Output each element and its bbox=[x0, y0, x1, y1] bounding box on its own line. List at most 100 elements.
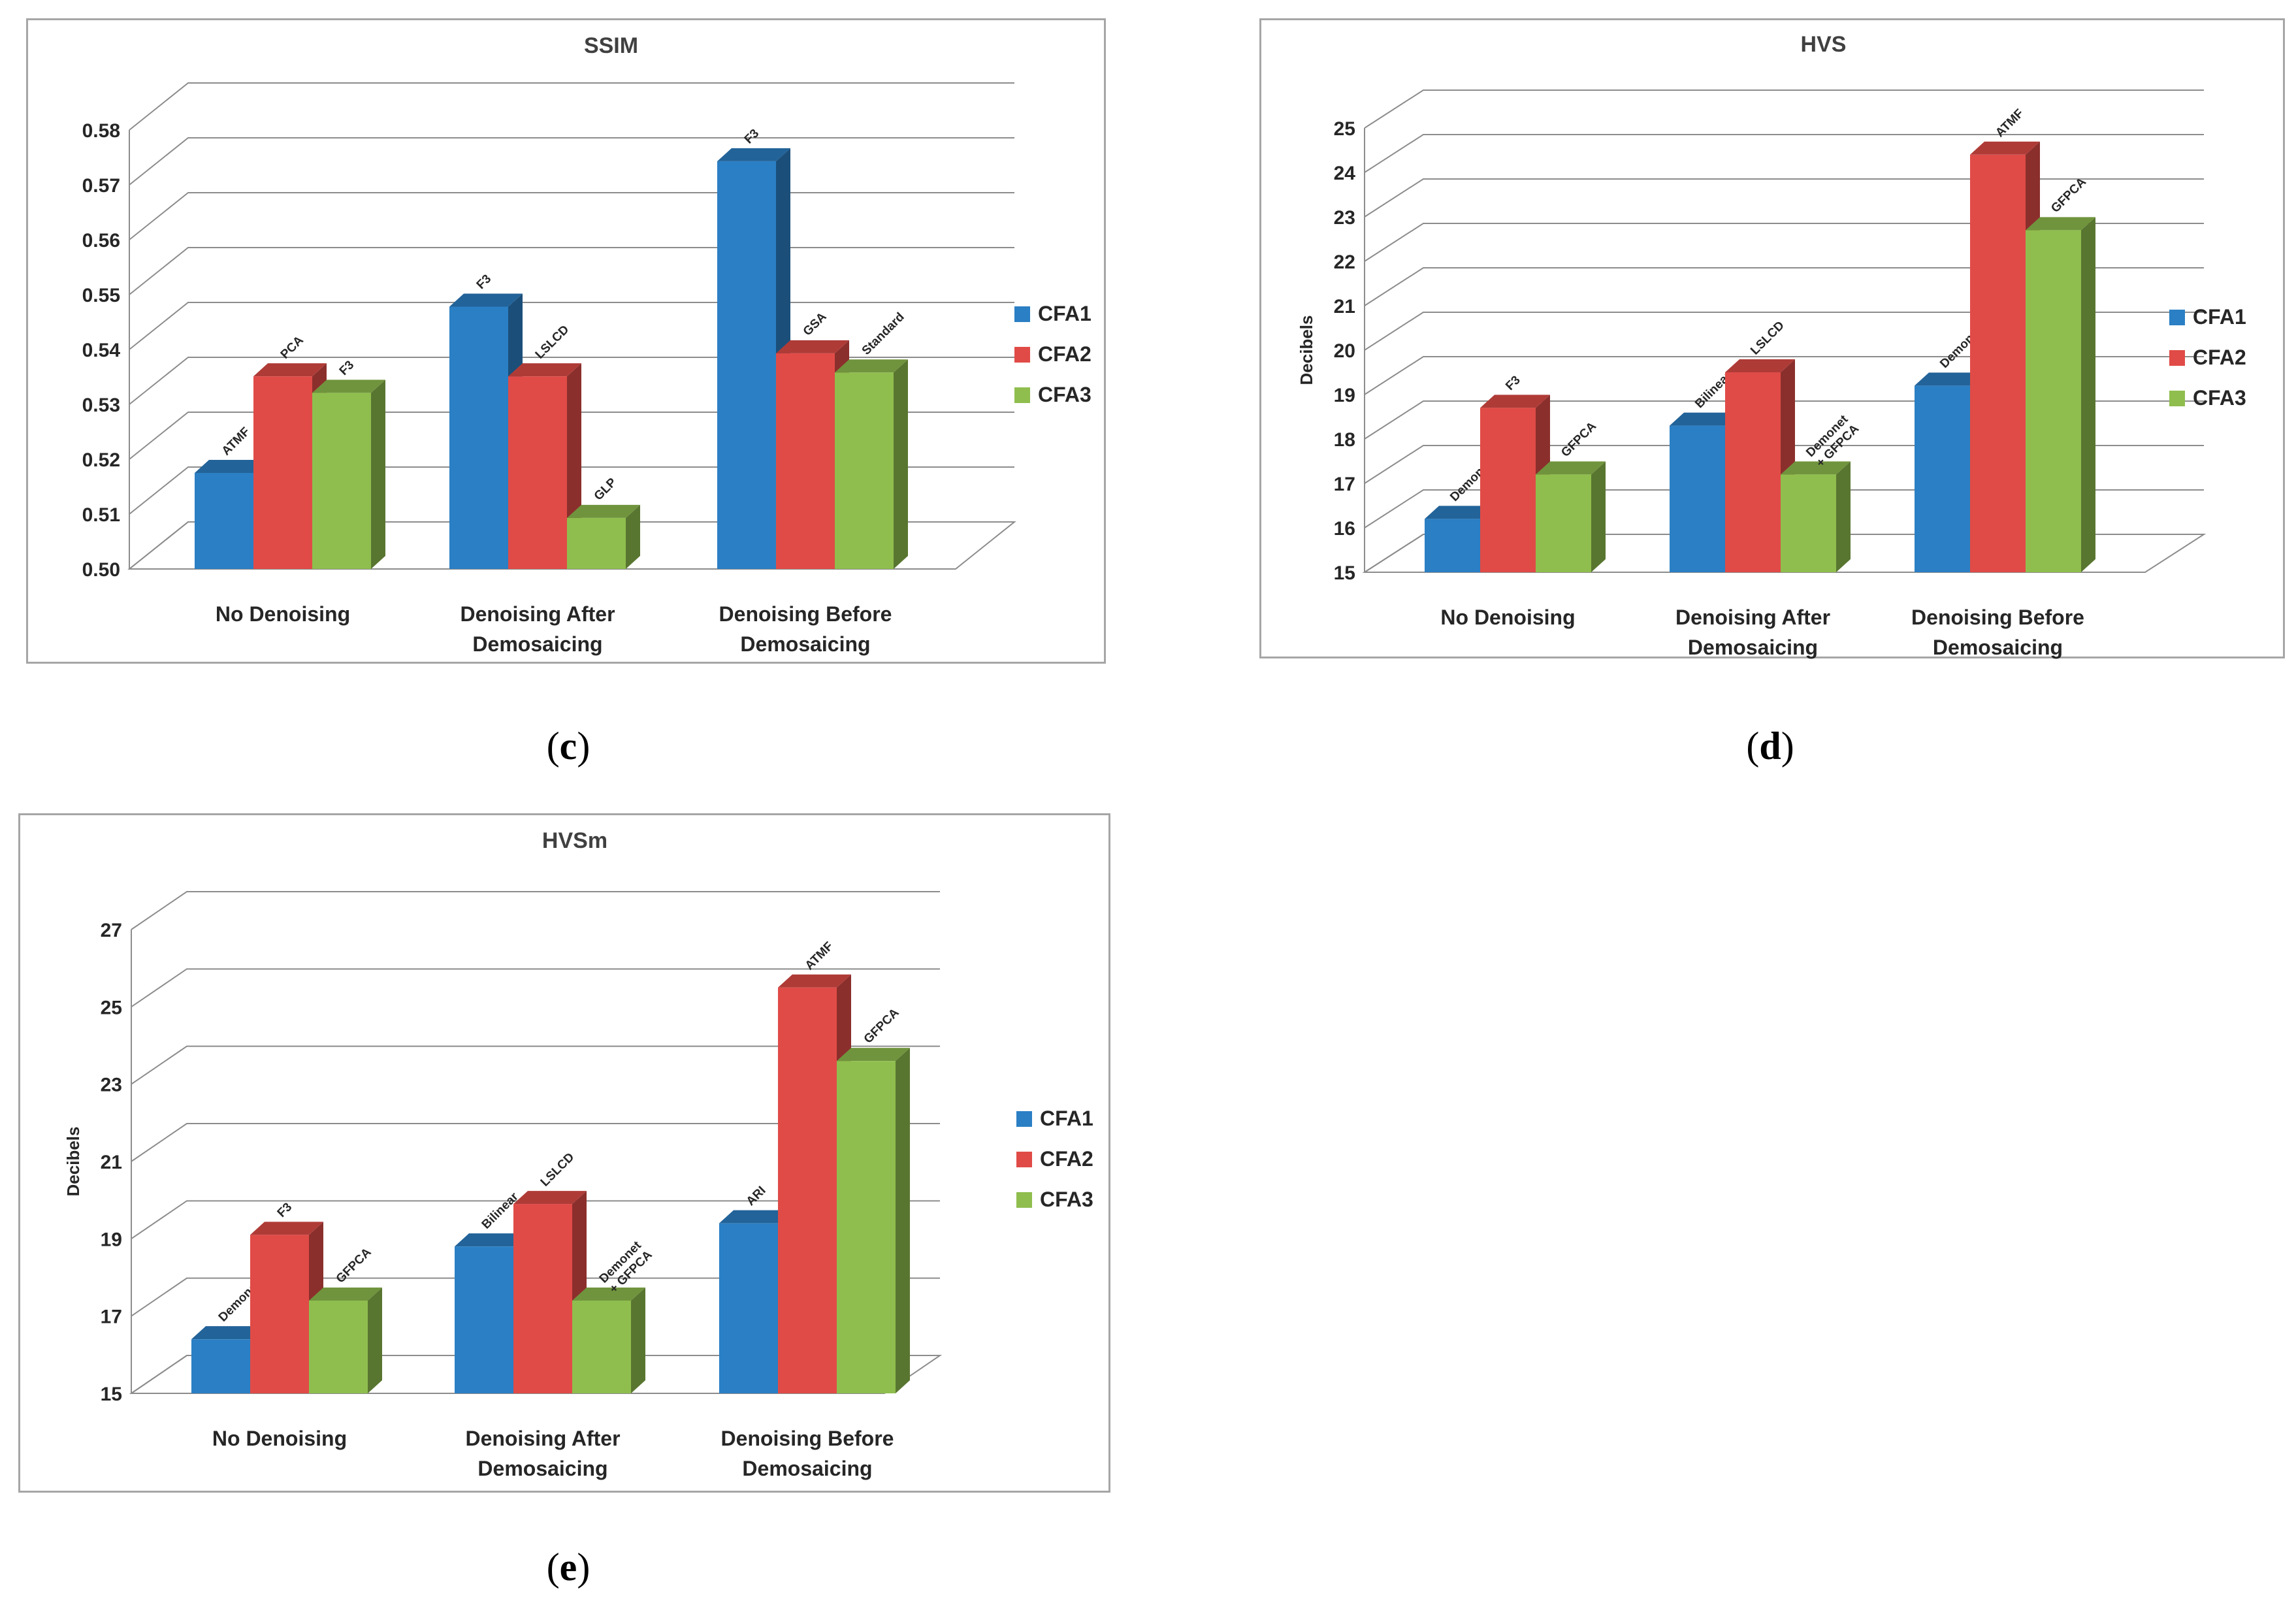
chart-panel-hvs: HVS 15 16 17 18 19 20 21 22 23 24 25 Decibels Demonet… bbox=[1259, 18, 2285, 659]
gridline bbox=[1364, 267, 2204, 306]
bar-top bbox=[567, 504, 640, 518]
y-tick-label: 17 bbox=[101, 1306, 122, 1328]
bar-front bbox=[1480, 408, 1536, 572]
y-tick-label: 19 bbox=[101, 1229, 122, 1250]
legend-swatch-cfa2 bbox=[1016, 1152, 1032, 1167]
data-label: Demonet+ GFPCA bbox=[597, 1238, 655, 1296]
data-label: GFPCA bbox=[1559, 419, 1599, 460]
bar-front bbox=[195, 473, 253, 569]
bar-side bbox=[894, 359, 908, 569]
chart-panel-ssim: SSIM 0.50 0.51 0.52 0.53 0.54 0.55 0.56 0.57 0.58… bbox=[26, 18, 1106, 664]
caption-c-letter: c bbox=[559, 724, 577, 768]
gridline bbox=[129, 192, 1014, 240]
data-label: LSLCD bbox=[538, 1150, 577, 1190]
bar-front bbox=[2026, 230, 2081, 572]
y-tick-label: 21 bbox=[101, 1152, 122, 1173]
bar-cfa1-1 bbox=[191, 1326, 265, 1393]
caption-c: (c) bbox=[546, 724, 590, 768]
bar-cfa1-2 bbox=[449, 293, 523, 569]
bar-top bbox=[1781, 461, 1851, 475]
bar-cfa3-2 bbox=[1781, 461, 1851, 572]
bar-top bbox=[835, 359, 908, 373]
bar-front bbox=[719, 1223, 778, 1393]
bar-top bbox=[1670, 412, 1739, 426]
gridline bbox=[131, 1123, 940, 1162]
y-tick-label: 22 bbox=[1334, 251, 1355, 273]
bar-cfa2-2 bbox=[508, 363, 581, 569]
y-tick-label: 0.52 bbox=[82, 449, 120, 471]
y-tick-label: 0.54 bbox=[82, 340, 121, 361]
legend-label-cfa1: CFA1 bbox=[1040, 1107, 1093, 1130]
data-label: F3 bbox=[275, 1200, 295, 1220]
bar-front bbox=[191, 1339, 250, 1393]
y-tick-label: 24 bbox=[1334, 163, 1356, 184]
bar-cfa3-2 bbox=[572, 1288, 645, 1393]
y-tick-label: 0.57 bbox=[82, 175, 120, 197]
gridline bbox=[1364, 178, 2204, 218]
gridline bbox=[1364, 356, 2204, 395]
bar-side bbox=[626, 504, 640, 569]
bar-top bbox=[1480, 395, 1550, 408]
legend: CFA1 CFA2 CFA3 bbox=[1014, 302, 1091, 406]
gridlines bbox=[129, 82, 1014, 570]
chart-ssim: SSIM 0.50 0.51 0.52 0.53 0.54 0.55 0.56 0.57 0.58… bbox=[82, 33, 1091, 656]
gridline bbox=[1364, 89, 2204, 129]
y-tick-label: 0.51 bbox=[82, 504, 120, 526]
bar-cfa2-2 bbox=[513, 1191, 587, 1393]
bar-front bbox=[837, 1061, 896, 1393]
bar-side bbox=[2081, 217, 2095, 572]
data-label: GFPCA bbox=[2048, 175, 2089, 216]
legend-swatch-cfa1 bbox=[1016, 1111, 1032, 1127]
bar-side bbox=[896, 1048, 910, 1393]
bar-front bbox=[312, 393, 371, 569]
data-label: F3 bbox=[474, 272, 494, 292]
bar-cfa3-1 bbox=[312, 380, 385, 569]
bar-top bbox=[1970, 141, 2040, 155]
y-tick-label: 17 bbox=[1334, 474, 1355, 495]
y-tick-label: 23 bbox=[1334, 207, 1355, 229]
chart-hvsm: HVSm15171921232527DecibelsDemonetBilinea… bbox=[63, 828, 1093, 1480]
bar-front bbox=[1670, 425, 1725, 572]
data-label: LSLCD bbox=[1748, 319, 1787, 358]
x-category-label: No Denoising bbox=[1440, 606, 1575, 629]
bar-top bbox=[253, 363, 327, 377]
gridline bbox=[129, 247, 1014, 295]
caption-e: (e) bbox=[546, 1546, 590, 1589]
gridline bbox=[1364, 312, 2204, 351]
y-tick-label: 0.56 bbox=[82, 230, 120, 251]
data-label: LSLCD bbox=[533, 323, 572, 362]
bar-top bbox=[191, 1326, 265, 1340]
bar-top bbox=[837, 1048, 910, 1062]
bar-top bbox=[1915, 372, 1984, 386]
data-label: GLP bbox=[592, 476, 620, 504]
gridline bbox=[131, 1277, 940, 1317]
bar-front bbox=[1536, 474, 1591, 572]
bar-side bbox=[368, 1288, 382, 1393]
bar-side bbox=[1836, 461, 1851, 572]
legend-swatch-cfa3 bbox=[1016, 1192, 1032, 1208]
bar-top bbox=[1425, 506, 1495, 519]
chart-panel-hvsm: HVSm 15 17 19 21 23 25 27 Decibels Demonet Bilinea… bbox=[18, 813, 1110, 1493]
gridline bbox=[131, 968, 940, 1008]
bar-front bbox=[1915, 385, 1970, 572]
bar-front bbox=[253, 376, 312, 569]
data-label: Standard bbox=[860, 310, 907, 358]
bar-cfa3-1 bbox=[309, 1288, 382, 1393]
bar-cfa3-3 bbox=[2026, 217, 2095, 572]
legend: CFA1 CFA2 CFA3 bbox=[1016, 1107, 1093, 1211]
bar-cfa3-3 bbox=[835, 359, 908, 569]
x-category-label: Denoising Before Demosaicing bbox=[719, 602, 892, 656]
bar-front bbox=[1970, 154, 2026, 573]
y-tick-label: 23 bbox=[101, 1075, 122, 1096]
y-tick-label: 0.55 bbox=[82, 285, 120, 306]
bar-top bbox=[719, 1210, 792, 1224]
y-tick-label: 15 bbox=[101, 1384, 122, 1405]
bar-front bbox=[567, 517, 626, 569]
bar-top bbox=[508, 363, 581, 377]
data-label: F3 bbox=[337, 358, 357, 378]
data-label: GSA bbox=[801, 310, 830, 338]
bar-front bbox=[835, 372, 894, 569]
legend-label-cfa1: CFA1 bbox=[1038, 302, 1091, 325]
gridline bbox=[129, 137, 1014, 186]
y-tick-label: 27 bbox=[101, 920, 122, 941]
